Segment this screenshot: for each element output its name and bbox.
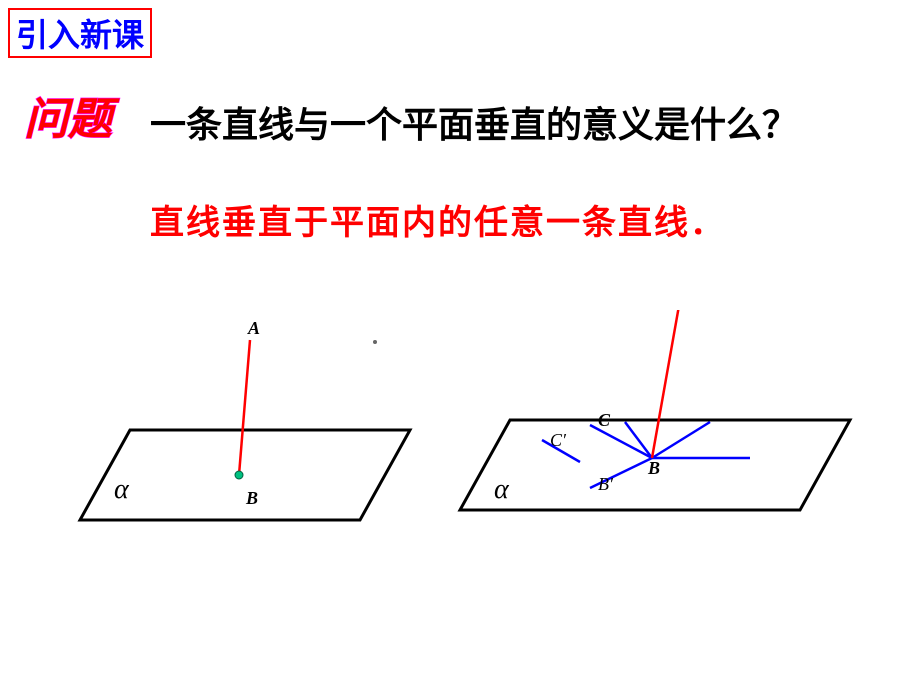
answer-text: 直线垂直于平面内的任意一条直线． <box>150 195 726 244</box>
svg-text:α: α <box>494 474 510 505</box>
svg-text:α: α <box>114 474 130 505</box>
diagram-right: α C C′ B B′ <box>450 310 890 570</box>
svg-text:B′: B′ <box>598 474 614 494</box>
svg-text:问题: 问题 <box>24 95 120 144</box>
question-text: 一条直线与一个平面垂直的意义是什么？ <box>150 96 798 148</box>
diagram-left: A B α <box>70 310 450 570</box>
header-box: 引入新课 <box>8 8 152 58</box>
question-label: 问题 <box>20 90 160 150</box>
svg-text:A: A <box>247 318 260 338</box>
svg-text:C: C <box>598 410 611 430</box>
svg-text:C′: C′ <box>550 430 567 450</box>
svg-text:B: B <box>647 458 660 478</box>
svg-text:B: B <box>245 488 258 508</box>
